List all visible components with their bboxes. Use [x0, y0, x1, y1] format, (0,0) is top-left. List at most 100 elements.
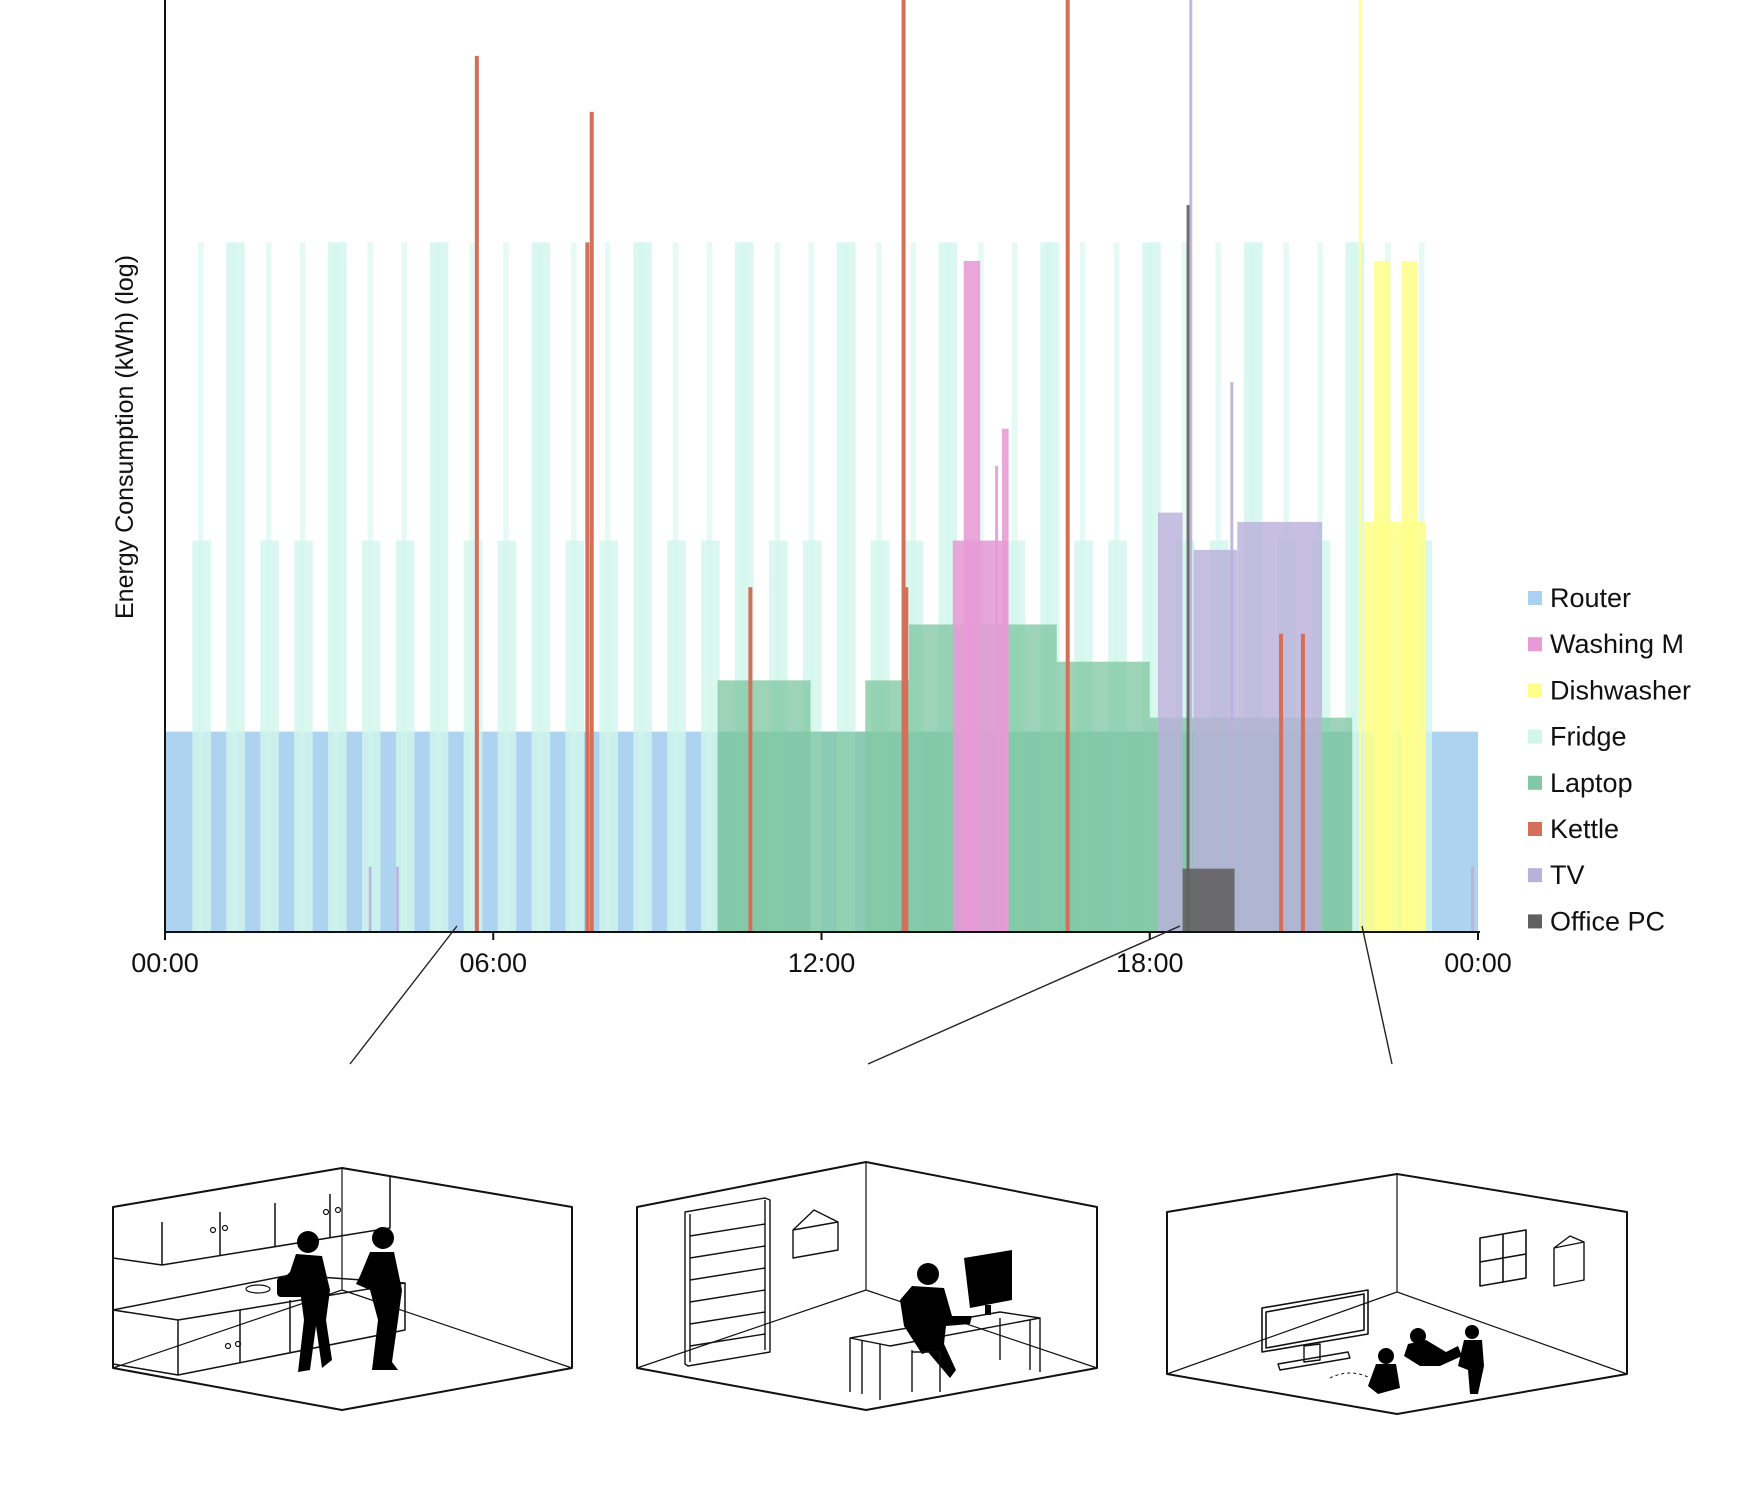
y-axis-title: Energy Consumption (kWh) (log) [111, 255, 139, 619]
washing-m-span [952, 540, 1008, 932]
tv-spike [1189, 0, 1193, 932]
fridge-cycle-peak [740, 242, 747, 932]
office-bookshelf [684, 1197, 771, 1367]
office-pc-spike [1186, 205, 1190, 933]
legend-swatch [1528, 822, 1542, 836]
people-cooking-silhouette [277, 1227, 402, 1372]
fridge-cycle-peak [1113, 242, 1120, 932]
dishwasher-spike [1358, 0, 1362, 932]
callout-line-morning [349, 925, 458, 1065]
tv-span [1237, 521, 1276, 932]
washing-m-span [963, 260, 981, 933]
dishwasher-span [1374, 260, 1391, 933]
fridge-cycle-peak [876, 242, 882, 932]
legend-swatch [1528, 591, 1542, 605]
fridge-cycle-peak [401, 242, 408, 932]
fridge-cycle-peak [672, 242, 679, 932]
fridge-cycle-peak [503, 242, 509, 932]
kettle-spike [1300, 633, 1305, 932]
dishwasher-span [1401, 260, 1418, 933]
fridge-cycle-peak [299, 242, 306, 932]
legend-label: Router [1550, 583, 1631, 613]
kettle-spike [904, 587, 909, 932]
x-tick-label: 12:00 [788, 948, 856, 978]
fridge-cycle-peak [1011, 242, 1018, 932]
fridge-cycle-peak [1045, 242, 1052, 932]
legend: Router Washing M Dishwasher Fridge Laptop Ket… [1528, 583, 1691, 936]
fridge-cycle-peak [774, 242, 781, 932]
legend-swatch [1528, 868, 1542, 883]
office-window [792, 1209, 839, 1259]
person-at-computer-silhouette [900, 1250, 1012, 1378]
kitchen-upper-cabinets [112, 1167, 391, 1266]
kitchen-illustration [112, 1167, 573, 1411]
tv-spike [368, 866, 372, 932]
legend-swatch [1528, 729, 1542, 744]
legend-label: Washing M [1550, 629, 1684, 659]
fridge-cycle-peak [910, 242, 916, 932]
kettle-spike [474, 55, 479, 933]
tv-span [1193, 549, 1238, 932]
kettle-spike [585, 242, 590, 932]
kettle-spike [748, 587, 753, 932]
legend-label: TV [1550, 860, 1585, 890]
washing-m-span [1002, 428, 1009, 932]
fridge-cycle-peak [808, 242, 815, 932]
fridge-cycle-peak [197, 242, 204, 932]
fridge-cycle-peak [1147, 242, 1154, 932]
fridge-cycle-peak [842, 242, 848, 932]
fridge-cycle-peak [265, 242, 272, 932]
fridge-cycle-peak [706, 242, 713, 932]
x-ticks: 00:00 06:00 12:00 18:00 00:00 [131, 932, 1512, 978]
legend-swatch [1528, 683, 1542, 698]
fridge-cycle-peak [1181, 242, 1188, 932]
fridge-cycle-peak [469, 242, 475, 932]
fridge-cycle-peak [571, 242, 577, 932]
family-silhouette [1368, 1325, 1484, 1394]
legend-swatch [1528, 775, 1542, 790]
kitchen-room-corner [112, 1168, 573, 1369]
tv-spike [1471, 866, 1475, 932]
kettle-spike [901, 0, 906, 932]
tv-spike [396, 866, 400, 932]
living-room-illustration [1166, 1173, 1628, 1415]
legend-label: Office PC [1550, 906, 1665, 936]
fridge-cycle-peak [333, 242, 340, 932]
office-room-box [636, 1161, 1098, 1411]
office-pc-span [1182, 868, 1235, 932]
living-room-corner [1166, 1174, 1628, 1375]
callout-line-night [1361, 925, 1393, 1065]
washing-m-spike [995, 466, 999, 932]
fridge-cycle-peak [944, 242, 950, 932]
legend-swatch [1528, 637, 1542, 652]
fridge-cycle-peak [638, 242, 645, 932]
callout-line-evening [867, 925, 1181, 1065]
callout-lines [349, 925, 1393, 1065]
x-tick-label: 00:00 [131, 948, 199, 978]
kettle-spike [1279, 633, 1284, 932]
tv-span [1275, 521, 1323, 932]
legend-swatch [1528, 914, 1542, 929]
fridge-cycle-peak [231, 242, 238, 932]
tv-screen [1261, 1289, 1369, 1353]
living-room-picture [1553, 1235, 1585, 1287]
fridge-cycle-peak [367, 242, 374, 932]
legend-label: Laptop [1550, 768, 1633, 798]
x-tick-label: 00:00 [1444, 948, 1512, 978]
x-tick-label: 18:00 [1116, 948, 1184, 978]
legend-label: Dishwasher [1550, 675, 1691, 705]
fridge-cycle-peak [1351, 242, 1357, 932]
fridge-cycle-peak [435, 242, 441, 932]
x-tick-label: 06:00 [459, 948, 527, 978]
fridge-cycle-peak [537, 242, 543, 932]
kettle-spike [589, 111, 594, 933]
office-desk [849, 1311, 1041, 1400]
kettle-spike [1065, 0, 1070, 932]
legend-label: Fridge [1550, 722, 1627, 752]
tv-spike [1230, 382, 1234, 932]
toy-cable [1329, 1372, 1371, 1379]
legend-label: Kettle [1550, 814, 1619, 844]
fridge-cycle-peak [1079, 242, 1086, 932]
office-illustration [636, 1161, 1098, 1411]
fridge-cycle-peak [604, 242, 611, 932]
